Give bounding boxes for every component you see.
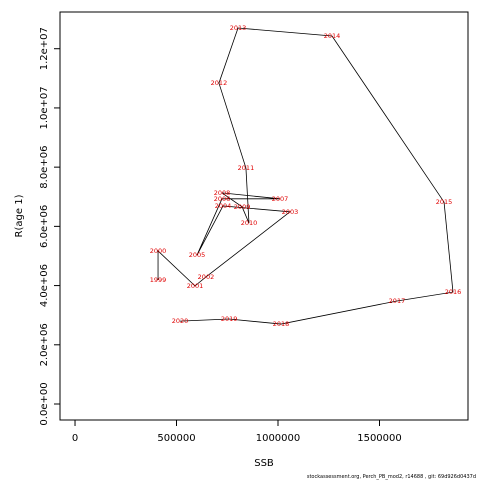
year-label: 1999	[150, 276, 167, 284]
year-label: 2001	[187, 282, 204, 290]
year-label: 2017	[389, 297, 406, 305]
year-label: 2008	[214, 189, 231, 197]
y-tick-label: 0.0e+00	[39, 382, 50, 425]
year-label: 2015	[436, 198, 453, 206]
year-label: 2005	[189, 251, 206, 259]
year-label: 2002	[198, 273, 215, 281]
y-tick-label: 8.0e+06	[39, 146, 50, 189]
plot-frame	[59, 11, 469, 421]
x-axis-label: SSB	[254, 458, 274, 469]
year-label: 2013	[230, 24, 247, 32]
year-label: 2006	[214, 195, 231, 203]
x-tick-label: 0	[72, 433, 78, 444]
year-label: 2007	[272, 195, 289, 203]
footer: stockassessment.org, Perch_PB_mod2, r146…	[307, 474, 476, 480]
x-tick-label: 1000000	[256, 433, 301, 444]
year-label: 2010	[241, 219, 258, 227]
year-label: 2019	[221, 315, 238, 323]
year-label: 2009	[234, 203, 251, 211]
y-tick-label: 2.0e+06	[39, 323, 50, 366]
y-tick-label: 6.0e+06	[39, 205, 50, 248]
y-tick-label: 4.0e+06	[39, 264, 50, 307]
year-label: 2016	[445, 288, 462, 296]
x-tick-label: 500000	[157, 433, 195, 444]
year-label: 2014	[324, 32, 341, 40]
year-label: 2018	[273, 320, 290, 328]
year-label: 2012	[211, 79, 228, 87]
year-label: 2003	[282, 208, 299, 216]
year-label: 2004	[215, 202, 232, 210]
year-label: 2011	[238, 164, 255, 172]
y-tick-label: 1.0e+07	[39, 86, 50, 129]
year-label: 2000	[150, 247, 167, 255]
y-axis-label: R(age 1)	[14, 194, 25, 237]
year-label: 2020	[172, 317, 189, 325]
x-tick-label: 1500000	[357, 433, 402, 444]
y-tick-label: 1.2e+07	[39, 27, 50, 70]
trajectory-line	[157, 27, 454, 325]
